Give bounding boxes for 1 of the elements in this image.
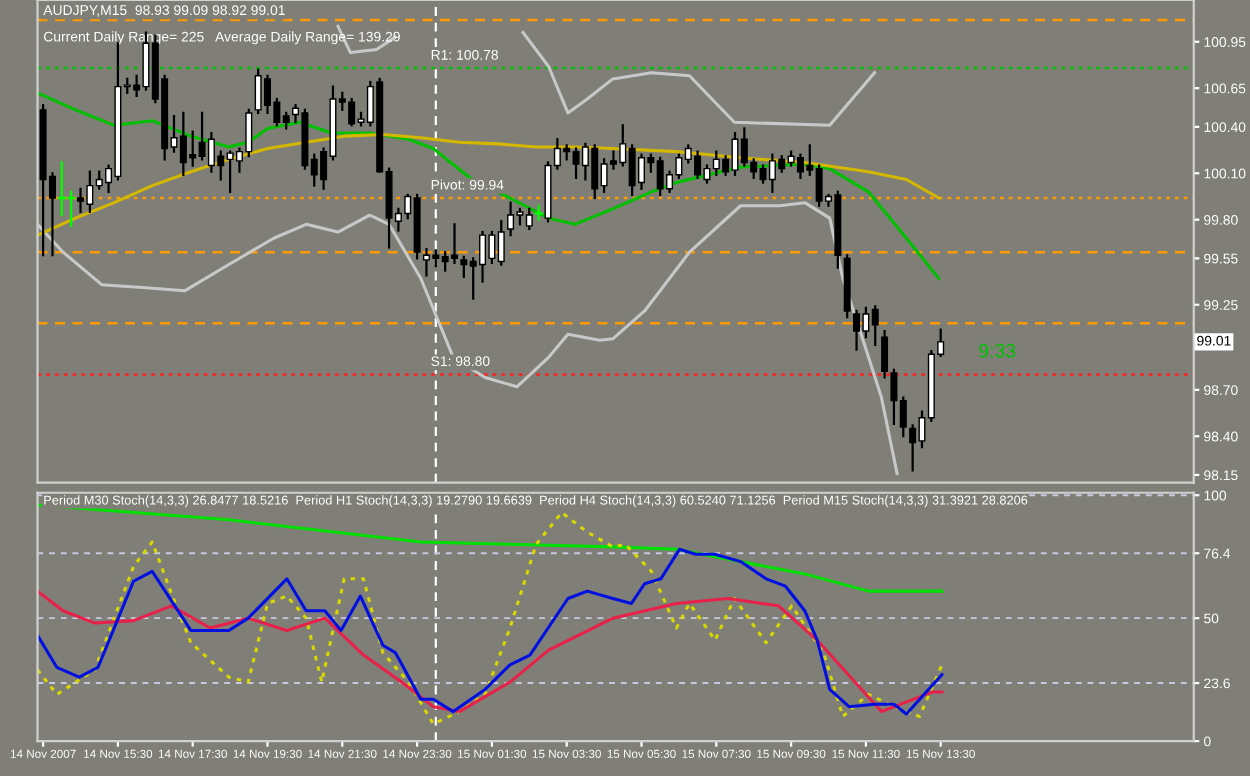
annotation: 9:33 — [979, 343, 1016, 358]
